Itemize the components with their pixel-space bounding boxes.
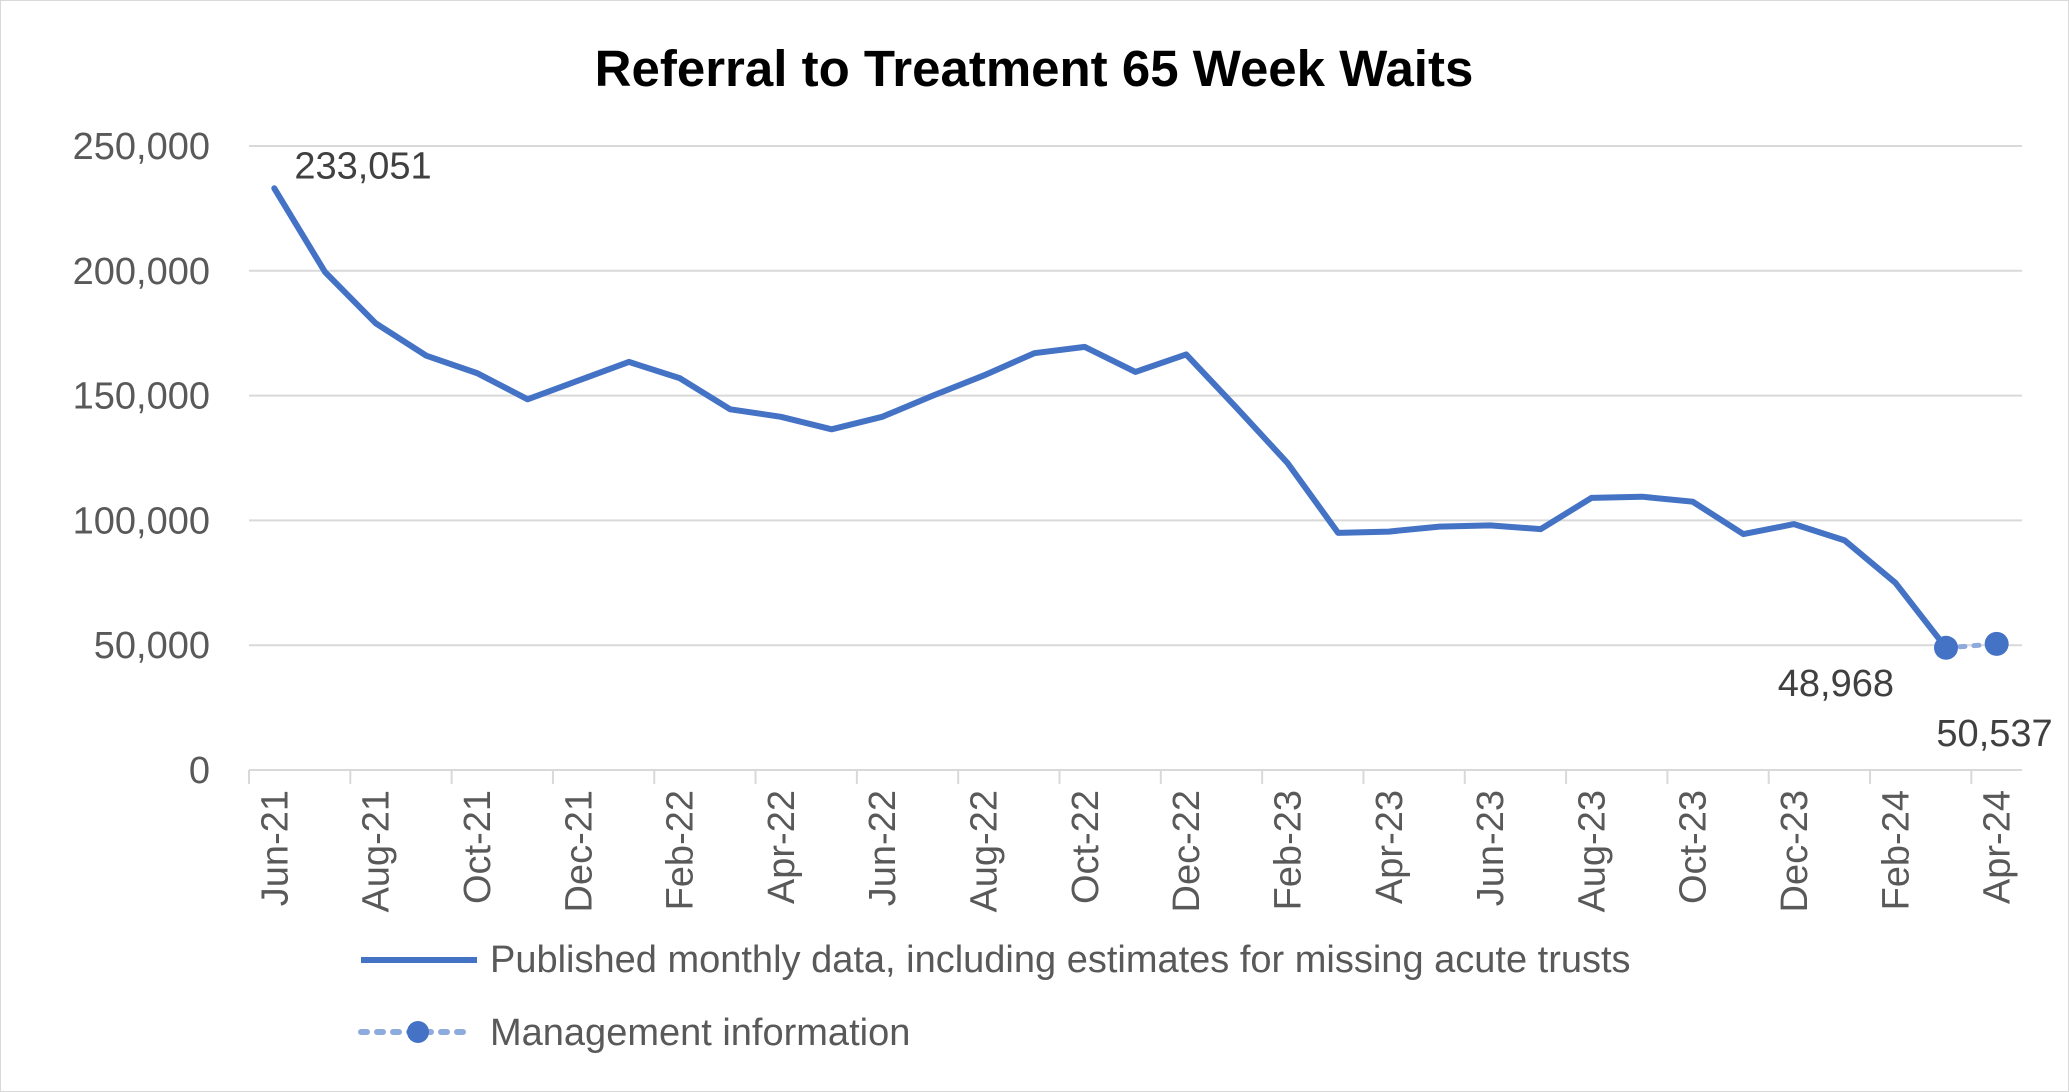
- data-labels: 233,051 48,968 50,537: [294, 145, 2052, 755]
- chart-title: Referral to Treatment 65 Week Waits: [595, 40, 1474, 97]
- data-label: 50,537: [1936, 713, 2052, 755]
- y-tick-label: 200,000: [73, 251, 210, 293]
- legend-swatch-management-marker: [407, 1021, 429, 1043]
- data-point-management: [1984, 631, 2009, 656]
- x-tick-label: Jun-23: [1470, 790, 1512, 906]
- x-tick-label: Apr-23: [1369, 790, 1411, 904]
- y-tick-label: 150,000: [73, 376, 210, 418]
- x-tick-label: Dec-21: [558, 790, 600, 913]
- x-axis: Jun-21 Aug-21 Oct-21 Dec-21 Feb-22 Apr-22 Jun-…: [248, 769, 2022, 913]
- y-tick-label: 0: [189, 750, 210, 792]
- x-tick-label: Apr-24: [1977, 790, 2019, 904]
- x-tick-label: Jun-21: [254, 790, 296, 906]
- x-tick-label: Aug-23: [1571, 790, 1613, 913]
- series-group: [271, 185, 2009, 660]
- data-label: 233,051: [294, 145, 431, 187]
- x-tick-label: Dec-23: [1774, 790, 1816, 913]
- x-tick-label: Jun-22: [862, 790, 904, 906]
- x-tick-label: Apr-22: [761, 790, 803, 904]
- y-tick-label: 250,000: [73, 126, 210, 168]
- legend-label-published: Published monthly data, including estima…: [490, 939, 1631, 981]
- data-label: 48,968: [1778, 663, 1894, 705]
- x-tick-label: Feb-23: [1267, 790, 1309, 910]
- x-tick-label: Dec-22: [1166, 790, 1208, 913]
- legend: Published monthly data, including estima…: [358, 939, 1631, 1054]
- y-tick-label: 100,000: [73, 500, 210, 542]
- x-tick-label: Oct-21: [457, 790, 499, 904]
- data-point-management: [1934, 635, 1959, 660]
- x-tick-label: Feb-22: [660, 790, 702, 910]
- y-tick-label: 50,000: [94, 625, 210, 667]
- x-tick-label: Oct-22: [1065, 790, 1107, 904]
- y-axis: 0 50,000 100,000 150,000 200,000 250,000: [73, 126, 210, 792]
- x-tick-label: Aug-21: [356, 790, 398, 913]
- legend-label-management: Management information: [490, 1012, 910, 1054]
- series-line-published: [271, 185, 1949, 651]
- x-tick-label: Aug-22: [964, 790, 1006, 913]
- x-tick-label: Oct-23: [1673, 790, 1715, 904]
- x-tick-label: Feb-24: [1875, 790, 1917, 910]
